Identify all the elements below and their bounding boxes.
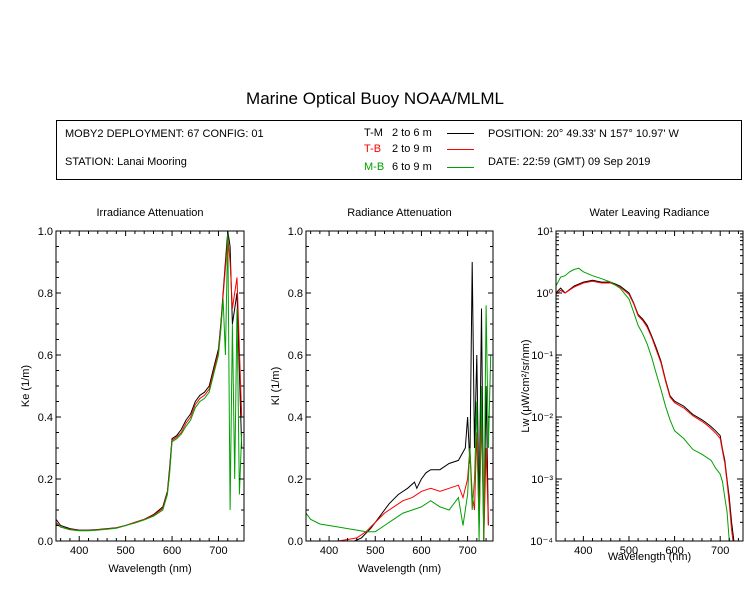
legend-code-tb: T-B [364, 143, 382, 155]
legend-line-tm [447, 133, 474, 134]
y-axis-label: Ke (1/m) [20, 365, 32, 407]
y-tick-label: 0.4 [38, 412, 53, 424]
legend-range-mb: 6 to 9 m [392, 161, 432, 173]
y-tick-label: 0.4 [288, 412, 303, 424]
series-line-m-b [306, 305, 492, 541]
series-line-t-b [56, 237, 243, 531]
y-tick-label: 10⁰ [536, 288, 553, 300]
legend-entry-tb: T-B 2 to 9 m [364, 143, 474, 157]
y-tick-label: 0.2 [288, 474, 303, 486]
plot-frame [55, 230, 245, 542]
y-tick-label: 10⁻⁴ [530, 536, 553, 548]
y-tick-label: 1.0 [288, 226, 303, 238]
x-tick-label: 600 [665, 545, 683, 557]
x-tick-label: 400 [574, 545, 592, 557]
legend-line-mb [447, 167, 474, 168]
series-line-m-b [556, 267, 730, 541]
y-tick-label: 10⁻² [531, 412, 553, 424]
legend-entry-mb: M-B 6 to 9 m [364, 161, 474, 175]
x-tick-label: 700 [711, 545, 729, 557]
series-line-t-m [556, 279, 735, 541]
legend-range-tb: 2 to 9 m [392, 143, 432, 155]
chart-panel-1: 400 500 600 700 0.0 0.2 0.4 0.6 0.8 1.0 Irradiance… [20, 207, 245, 575]
y-tick-label: 0.0 [38, 536, 53, 548]
date-text: DATE: 22:59 (GMT) 09 Sep 2019 [488, 156, 651, 168]
plot-frame [305, 230, 494, 542]
series-line-t-m [354, 261, 489, 541]
y-axis-label: Kl (1/m) [270, 367, 282, 406]
y-tick-label: 10⁻¹ [531, 350, 553, 362]
series-line-m-b [56, 231, 243, 532]
series-line-t-b [556, 280, 734, 541]
legend-line-tb [447, 149, 474, 150]
x-tick-label: 600 [412, 545, 430, 557]
legend-code-tm: T-M [364, 127, 383, 139]
chart-title: Radiance Attenuation [347, 207, 452, 219]
y-tick-label: 0.0 [288, 536, 303, 548]
y-tick-label: 1.0 [38, 226, 53, 238]
x-axis-label: Wavelength (nm) [108, 563, 191, 575]
legend-range-tm: 2 to 6 m [392, 127, 432, 139]
series-line-t-m [56, 231, 243, 531]
x-axis-label: Wavelength (nm) [608, 551, 691, 563]
chart-panel-3: 400 500 600 700 10¹ 10⁰ 10⁻¹ 10⁻² 10⁻³ 10⁻⁴ Water … [520, 207, 744, 563]
station-text: STATION: Lanai Mooring [65, 156, 187, 168]
plot-frame [555, 230, 744, 542]
x-tick-label: 600 [163, 545, 181, 557]
chart-title: Water Leaving Radiance [589, 207, 709, 219]
page-title: Marine Optical Buoy NOAA/MLML [246, 89, 504, 108]
x-tick-label: 400 [70, 545, 88, 557]
x-tick-label: 700 [458, 545, 476, 557]
chart-title: Irradiance Attenuation [96, 207, 203, 219]
chart-panel-2: 400 500 600 700 0.0 0.2 0.4 0.6 0.8 1.0 Radiance A… [270, 207, 494, 575]
x-tick-label: 400 [320, 545, 338, 557]
legend-entry-tm: T-M 2 to 6 m [364, 127, 474, 141]
y-tick-label: 0.8 [38, 288, 53, 300]
legend-code-mb: M-B [364, 161, 385, 173]
y-tick-label: 10⁻³ [531, 474, 553, 486]
y-tick-label: 0.6 [288, 350, 303, 362]
x-tick-label: 500 [620, 545, 638, 557]
position-text: POSITION: 20° 49.33' N 157° 10.97' W [488, 128, 679, 140]
y-tick-label: 10¹ [537, 226, 553, 238]
x-axis-label: Wavelength (nm) [358, 563, 441, 575]
y-tick-label: 0.8 [288, 288, 303, 300]
deployment-text: MOBY2 DEPLOYMENT: 67 CONFIG: 01 [65, 128, 264, 140]
x-tick-label: 500 [366, 545, 384, 557]
y-tick-label: 0.2 [38, 474, 53, 486]
info-box: MOBY2 DEPLOYMENT: 67 CONFIG: 01 STATION:… [56, 120, 742, 180]
y-tick-label: 0.6 [38, 350, 53, 362]
x-tick-label: 500 [116, 545, 134, 557]
y-axis-label: Lw (μW/cm²/sr/nm) [520, 339, 532, 432]
x-tick-label: 700 [209, 545, 227, 557]
